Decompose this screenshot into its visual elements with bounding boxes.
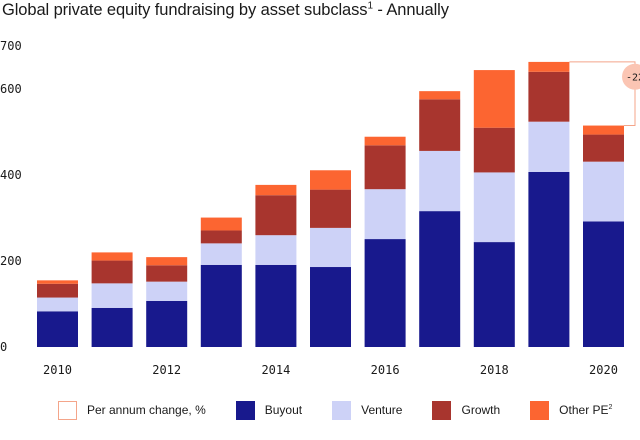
legend-swatch — [332, 400, 352, 420]
legend-label: Other PE2 — [559, 403, 612, 417]
bar-growth-2019 — [528, 71, 570, 122]
change-badge — [622, 63, 640, 90]
legend-swatch — [530, 400, 550, 420]
legend-swatch — [432, 400, 452, 420]
legend-label: Buyout — [265, 403, 302, 417]
legend-item-other-pe: Other PE2 — [530, 400, 612, 420]
legend-item-venture: Venture — [332, 400, 402, 420]
bar-other-pe-2020 — [583, 125, 624, 135]
legend-label: Per annum change, % — [87, 403, 206, 417]
legend-item-buyout: Buyout — [235, 400, 302, 420]
bar-other-pe-2010 — [37, 280, 78, 284]
bar-venture-2014 — [255, 235, 297, 265]
bar-venture-2011 — [91, 283, 133, 308]
chart-title-footnote: 1 — [367, 0, 373, 12]
bar-buyout-2011 — [91, 307, 133, 347]
legend-label-text: Growth — [461, 403, 501, 417]
bar-venture-2012 — [146, 281, 188, 301]
legend-label-footnote: 2 — [608, 404, 613, 411]
y-tick-label: 600 — [0, 82, 22, 96]
x-tick-label: 2010 — [43, 363, 72, 377]
x-tick-label: 2012 — [152, 363, 181, 377]
bar-growth-2017 — [419, 99, 461, 151]
legend-label: Venture — [361, 403, 402, 417]
change-bracket — [569, 61, 636, 127]
bar-buyout-2010 — [37, 311, 78, 347]
bar-other-pe-2014 — [255, 184, 297, 196]
x-tick-label: 2018 — [480, 363, 509, 377]
legend-label-text: Per annum change, % — [87, 403, 206, 417]
y-tick-label: 0 — [0, 340, 7, 354]
bar-other-pe-2016 — [364, 136, 406, 146]
bar-venture-2013 — [200, 243, 242, 265]
bar-venture-2018 — [473, 172, 515, 243]
annotation-group: -22 — [569, 61, 640, 127]
bar-buyout-2014 — [255, 264, 297, 347]
chart-title-suffix: - Annually — [372, 1, 449, 19]
bar-buyout-2012 — [146, 300, 188, 347]
bar-venture-2017 — [419, 150, 461, 212]
bar-growth-2012 — [146, 265, 188, 282]
bar-venture-2020 — [583, 161, 624, 222]
change-badge-label: -22 — [626, 73, 640, 84]
bar-buyout-2019 — [528, 171, 570, 347]
bar-other-pe-2018 — [473, 70, 515, 128]
bar-other-pe-2012 — [146, 257, 188, 266]
y-axis-ticks: 0 200 400 600 700 — [0, 39, 22, 354]
bars-group — [37, 61, 624, 347]
bar-buyout-2016 — [364, 239, 406, 347]
legend-label-text: Other PE — [559, 403, 609, 417]
bar-venture-2016 — [364, 189, 406, 240]
legend-label-text: Venture — [361, 403, 403, 417]
bar-venture-2010 — [37, 297, 78, 312]
legend-item-growth: Growth — [432, 400, 500, 420]
legend-label: Growth — [461, 403, 500, 417]
legend-label-text: Buyout — [264, 403, 303, 417]
bar-growth-2010 — [37, 283, 78, 298]
x-tick-label: 2016 — [371, 363, 400, 377]
bar-venture-2019 — [528, 121, 570, 172]
y-tick-label: 400 — [0, 168, 22, 182]
x-tick-label: 2020 — [589, 363, 618, 377]
y-tick-label: 700 — [0, 39, 22, 53]
bar-other-pe-2015 — [310, 170, 351, 190]
y-tick-label: 200 — [0, 254, 22, 268]
chart-legend: Per annum change, % Buyout Venture Growth Ot… — [58, 399, 640, 421]
legend-item-per-annum-change: Per annum change, % — [58, 400, 206, 420]
bar-buyout-2015 — [310, 267, 351, 347]
bar-other-pe-2017 — [419, 91, 461, 100]
bar-venture-2015 — [310, 227, 351, 268]
x-tick-label: 2014 — [261, 363, 290, 377]
x-axis-ticks: 2010 2012 2014 2016 2018 2020 — [43, 363, 618, 377]
bar-buyout-2020 — [583, 221, 624, 347]
bar-growth-2013 — [200, 230, 242, 244]
bar-buyout-2017 — [419, 211, 461, 347]
bar-growth-2014 — [255, 195, 297, 236]
bar-growth-2015 — [310, 189, 351, 228]
bar-growth-2016 — [364, 145, 406, 190]
bar-growth-2020 — [583, 134, 624, 162]
bar-other-pe-2019 — [528, 61, 570, 72]
bar-buyout-2018 — [473, 242, 515, 347]
bar-other-pe-2011 — [91, 252, 133, 261]
bar-buyout-2013 — [200, 264, 242, 347]
legend-swatch — [235, 400, 255, 420]
bar-growth-2018 — [473, 127, 515, 173]
bar-growth-2011 — [91, 260, 133, 284]
bar-other-pe-2013 — [200, 217, 242, 231]
chart-title-text: Global private equity fundraising by ass… — [2, 1, 368, 19]
legend-swatch — [58, 400, 77, 420]
chart-title: Global private equity fundraising by ass… — [2, 1, 449, 20]
stacked-bar-chart: 0 200 400 600 700 2010 2012 2014 2016 2018 2020 -… — [0, 39, 640, 377]
